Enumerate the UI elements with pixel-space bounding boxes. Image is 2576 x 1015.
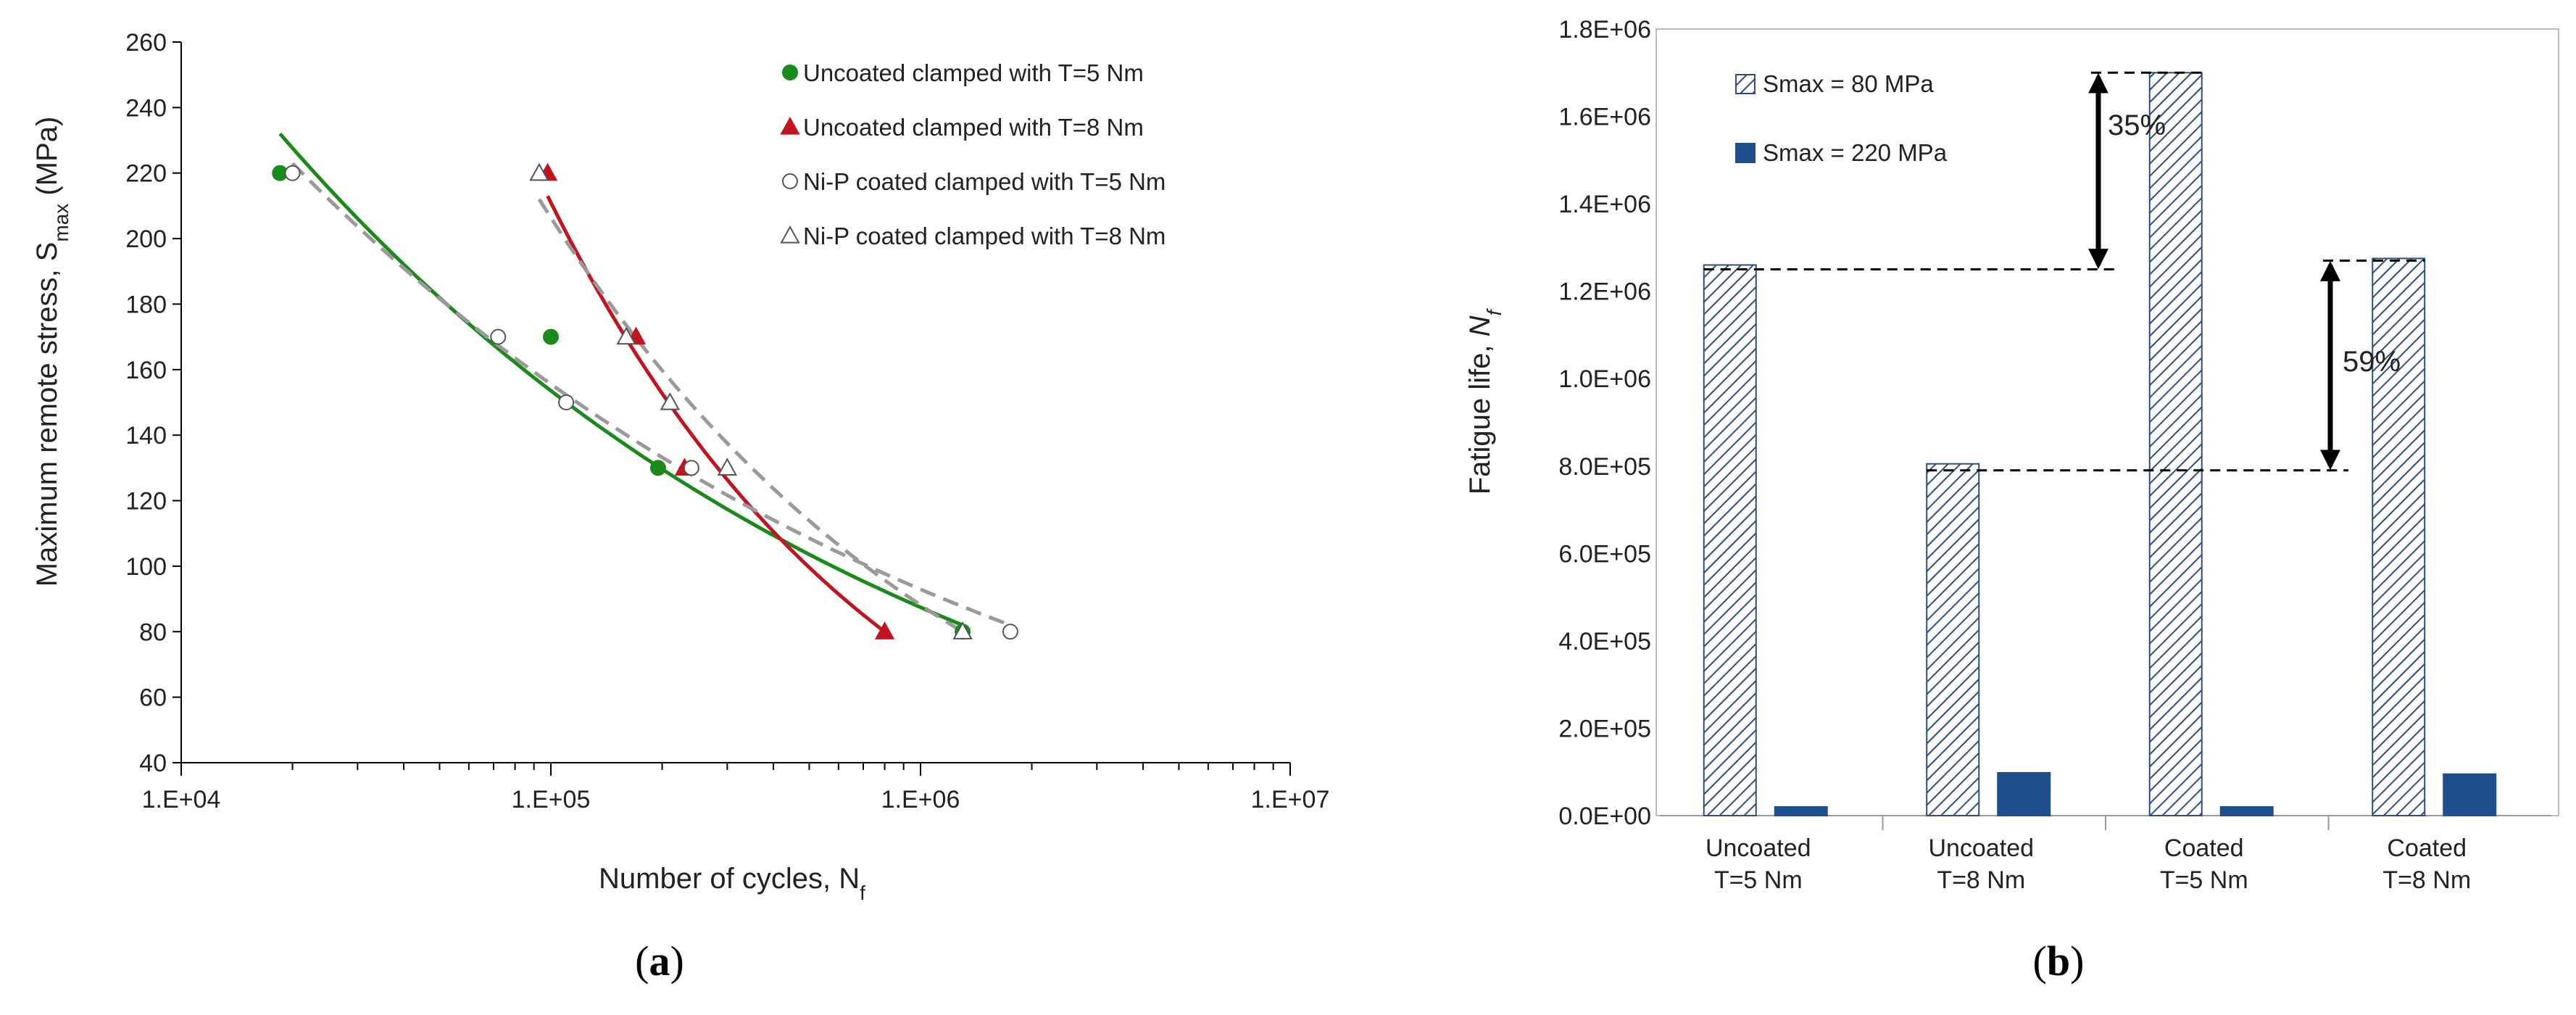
trendline-uncoated-clamped-with-t-5-nm	[278, 132, 964, 627]
bar-1-category-2	[1926, 463, 1980, 817]
data-point-series-3	[683, 460, 699, 476]
legend-label-3: Ni-P coated clamped with T=5 Nm	[803, 168, 1166, 195]
data-point-series-3	[284, 165, 301, 181]
legend-label-4: Ni-P coated clamped with T=8 Nm	[803, 223, 1166, 249]
data-point-series-4	[952, 621, 973, 639]
y-tick-label: 6.0E+05	[1558, 540, 1651, 568]
y-tick-label: 180	[125, 291, 167, 318]
trendline-uncoated-clamped-with-t-8-nm	[546, 195, 886, 634]
y-tick-label: 120	[125, 488, 167, 515]
y-tick-label: 1.4E+06	[1558, 191, 1651, 218]
data-point-series-3	[1002, 624, 1018, 640]
x-tick-label: 1.E+05	[512, 786, 591, 813]
chart-a-y-axis-label: Maximum remote stress, Smax (MPa)	[31, 117, 72, 587]
chart-a-points	[272, 162, 1018, 640]
category-label-4: T=8 Nm	[2382, 866, 2471, 894]
y-tick-label: 80	[139, 618, 167, 646]
legend-label-2: Uncoated clamped with T=8 Nm	[803, 114, 1144, 141]
y-tick-label: 2.0E+05	[1558, 715, 1651, 742]
chart-b-tick-labels: 0.0E+00 2.0E+05 4.0E+05 6.0E+05 8.0E+05 1.0E+…	[1558, 16, 1651, 830]
y-tick-label: 1.2E+06	[1558, 278, 1651, 306]
legend-label-2: Smax = 220 MPa	[1763, 139, 1948, 166]
legend-label-1: Smax = 80 MPa	[1763, 70, 1934, 97]
bar-1-category-1	[1703, 264, 1757, 816]
panel-label-b: (b)	[2033, 937, 2085, 985]
chart-b-category-labels: Uncoated T=5 Nm Uncoated T=8 Nm Coated T=5 Nm…	[1705, 834, 2471, 894]
y-tick-label: 140	[125, 422, 167, 450]
data-point-series-4	[616, 326, 636, 345]
category-label-2: Uncoated	[1928, 834, 2034, 862]
chart-a-trendlines	[278, 132, 1011, 634]
category-label-1: Uncoated	[1705, 834, 1811, 862]
category-label-2: T=8 Nm	[1937, 866, 2025, 894]
legend-marker-3	[782, 173, 798, 189]
y-tick-label: 8.0E+05	[1558, 453, 1651, 481]
chart-b-y-axis-label: Fatigue life, Nf	[1464, 308, 1505, 495]
y-tick-label: 220	[125, 160, 167, 188]
y-tick-label: 260	[125, 29, 167, 57]
bar-2-category-3	[2219, 805, 2274, 817]
chart-a-tick-labels: 40 60 80 100 120 140 160 180 200 220 240 260 1.E+04 1…	[125, 29, 1329, 813]
annotation-59-percent: 59%	[2343, 346, 2401, 378]
data-point-series-3	[558, 394, 575, 410]
category-label-3: Coated	[2164, 834, 2244, 862]
bar-2-category-2	[1997, 771, 2051, 816]
legend-swatch-2	[1735, 143, 1756, 163]
y-tick-label: 240	[125, 94, 167, 122]
category-label-1: T=5 Nm	[1714, 866, 1803, 894]
x-tick-label: 1.E+07	[1251, 786, 1330, 813]
y-tick-label: 1.6E+06	[1558, 104, 1651, 131]
y-tick-label: 4.0E+05	[1558, 628, 1651, 655]
panel-label-a: (a)	[635, 937, 684, 985]
y-tick-label: 1.0E+06	[1558, 365, 1651, 393]
bar-1-category-4	[2372, 257, 2426, 817]
chart-a: 40 60 80 100 120 140 160 180 200 220 240 260 1.E+04 1…	[31, 29, 1329, 985]
x-tick-label: 1.E+04	[142, 786, 221, 813]
trendline-ni-p-coated-clamped-with-t-8-nm	[537, 198, 964, 634]
chart-b-bars	[1703, 72, 2497, 817]
legend-marker-1	[782, 65, 798, 80]
legend-marker-2	[780, 116, 800, 135]
category-label-3: T=5 Nm	[2160, 866, 2248, 894]
chart-b-legend: Smax = 80 MPa Smax = 220 MPa	[1735, 70, 1948, 166]
y-tick-label: 1.8E+06	[1558, 16, 1651, 44]
y-tick-label: 200	[125, 225, 167, 253]
annotation-35-percent: 35%	[2108, 109, 2166, 141]
x-tick-label: 1.E+06	[881, 786, 960, 813]
bar-2-category-4	[2443, 773, 2497, 816]
bar-1-category-3	[2148, 72, 2203, 816]
chart-a-x-axis-label: Number of cycles, Nf	[599, 863, 865, 904]
data-point-series-1	[649, 460, 666, 476]
bar-2-category-1	[1774, 805, 1828, 817]
y-tick-label: 40	[139, 750, 167, 777]
y-tick-label: 100	[125, 553, 167, 581]
legend-marker-4	[780, 225, 800, 244]
chart-a-axes	[173, 41, 1291, 776]
data-point-series-2	[874, 621, 895, 639]
data-point-series-4	[660, 392, 681, 410]
y-tick-label: 60	[139, 684, 167, 712]
chart-b: 0.0E+00 2.0E+05 4.0E+05 6.0E+05 8.0E+05 1.0E+…	[1464, 16, 2559, 985]
y-tick-label: 0.0E+00	[1558, 803, 1651, 830]
chart-b-annotations: 35% 59%	[1703, 71, 2425, 472]
chart-a-legend: Uncoated clamped with T=5 Nm Uncoated cla…	[780, 59, 1166, 249]
legend-label-1: Uncoated clamped with T=5 Nm	[803, 59, 1144, 86]
data-point-series-3	[490, 328, 507, 345]
data-point-series-4	[717, 457, 738, 476]
legend-swatch-1	[1735, 74, 1756, 94]
y-tick-label: 160	[125, 357, 167, 384]
chart-b-axes	[1660, 815, 2551, 830]
category-label-4: Coated	[2387, 834, 2467, 862]
data-point-series-4	[529, 162, 549, 181]
data-point-series-1	[543, 328, 559, 345]
